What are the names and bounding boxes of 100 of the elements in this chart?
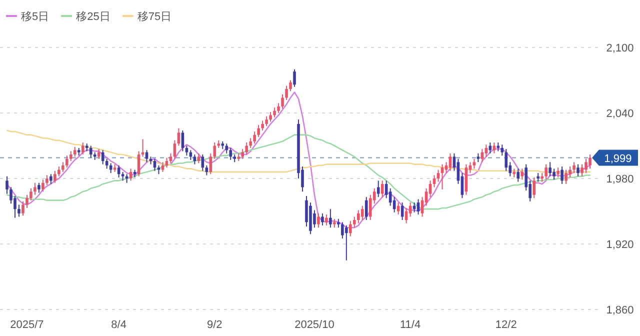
candlestick — [229, 147, 232, 160]
candlestick — [257, 124, 260, 138]
candlestick — [69, 150, 72, 162]
x-tick-label: 12/2 — [495, 319, 517, 331]
x-tick-label: 8/4 — [111, 319, 126, 331]
candlestick — [161, 162, 164, 172]
candlestick — [281, 94, 284, 110]
candlestick — [588, 154, 592, 170]
candlestick — [289, 80, 292, 92]
ref-line: 1,999 — [0, 150, 638, 166]
candlestick — [34, 182, 36, 196]
candlestick — [325, 214, 328, 226]
candlestick — [313, 210, 316, 228]
candlestick — [54, 170, 56, 184]
candlestick — [249, 138, 252, 148]
x-tick-label: 9/2 — [206, 319, 222, 331]
candlestick — [532, 176, 536, 199]
candlestick — [341, 222, 344, 240]
candlestick — [353, 216, 356, 228]
candlestick — [364, 196, 368, 220]
candlestick — [42, 179, 44, 192]
candlestick — [388, 188, 392, 206]
candlestick — [50, 174, 52, 184]
candlestick — [261, 120, 264, 131]
legend-label: 移25日 — [76, 11, 110, 23]
candlestick — [73, 146, 76, 158]
candlestick — [500, 144, 504, 156]
candlestick — [205, 164, 208, 176]
legend-label: 移5日 — [21, 11, 50, 23]
candlestick — [58, 166, 60, 177]
candlestick — [472, 158, 476, 170]
candlestick — [484, 144, 488, 158]
candlestick — [448, 152, 452, 172]
ref-line-label: 1,999 — [604, 152, 632, 165]
candlestick — [548, 162, 552, 177]
candlestick — [564, 169, 568, 184]
candlestick — [181, 130, 184, 152]
candlestick — [432, 174, 436, 188]
candlestick — [46, 174, 48, 186]
candlestick — [81, 142, 84, 155]
y-tick-label: 2,100 — [606, 42, 634, 54]
x-tick-label: 2025/10 — [294, 319, 334, 331]
x-tick-label: 11/4 — [400, 319, 421, 331]
x-tick-label: 2025/7 — [10, 319, 44, 331]
candlestick — [22, 200, 24, 216]
candlestick — [360, 205, 364, 220]
candlestick — [109, 162, 112, 174]
candlestick — [317, 212, 320, 228]
candlestick — [26, 194, 28, 208]
candlestick — [165, 157, 168, 168]
y-tick-label: 1,980 — [606, 174, 634, 186]
candlestick — [580, 164, 584, 177]
candlestick — [516, 168, 520, 182]
candlestick — [6, 176, 8, 194]
candlestick — [169, 152, 172, 164]
candlestick — [357, 210, 360, 224]
candlestick — [440, 164, 444, 190]
candlestick — [552, 168, 556, 180]
candlestick — [293, 68, 296, 88]
candlestick — [285, 85, 288, 100]
candlestick — [576, 164, 580, 177]
y-tick-label: 1,920 — [606, 239, 634, 251]
candlestick — [436, 169, 440, 182]
candlestick — [572, 162, 576, 174]
candlestick — [30, 188, 32, 201]
candlestick — [556, 167, 560, 178]
candlestick — [416, 198, 420, 216]
candlestick — [185, 145, 188, 156]
candlestick — [241, 148, 244, 160]
candlestick — [384, 180, 388, 199]
candlestick — [89, 145, 92, 158]
candlestick — [380, 180, 384, 198]
candlestick — [193, 154, 196, 165]
candlestick — [225, 143, 228, 154]
candlestick — [18, 204, 20, 218]
candlestick — [368, 194, 372, 220]
candlestick — [396, 202, 400, 216]
candlestick — [177, 128, 180, 146]
candlestick — [213, 142, 216, 160]
candlestick — [520, 168, 524, 180]
candlestick — [277, 102, 280, 114]
legend-label: 移75日 — [137, 11, 172, 23]
candlestick — [544, 164, 548, 180]
candlestick — [209, 152, 212, 175]
candlestick — [321, 212, 324, 226]
candlestick — [305, 195, 308, 228]
candlestick — [584, 158, 588, 174]
candlestick — [329, 208, 332, 228]
y-tick-label: 1,860 — [606, 304, 634, 316]
candlestick — [376, 180, 380, 198]
candlestick — [345, 224, 348, 261]
candlestick — [38, 182, 40, 194]
candlestick — [273, 107, 276, 118]
candlestick — [253, 131, 256, 144]
candlestick — [568, 166, 572, 178]
candlestick — [245, 142, 248, 155]
candlestick — [105, 158, 108, 170]
candlestick — [504, 148, 508, 172]
candlestick — [265, 116, 268, 127]
candlestick — [269, 111, 272, 122]
